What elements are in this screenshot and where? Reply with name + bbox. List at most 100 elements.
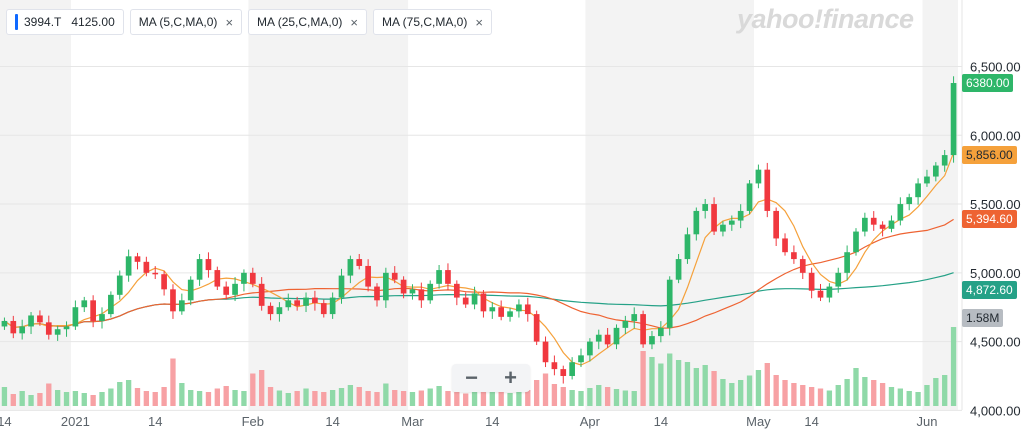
- date-tick-label: 14: [654, 414, 668, 429]
- volume-bar: [161, 387, 167, 406]
- volume-bar: [950, 327, 957, 406]
- volume-bar: [143, 391, 150, 406]
- volume-bar: [773, 375, 779, 406]
- price-tick-label: 6,500.00: [970, 60, 1021, 75]
- candle-body: [888, 220, 895, 229]
- volume-bar: [542, 373, 549, 406]
- volume-bar: [711, 371, 717, 406]
- zoom-in-button[interactable]: +: [504, 365, 517, 390]
- volume-bar: [1, 387, 8, 406]
- volume-bar: [374, 392, 380, 406]
- candle-body: [285, 300, 292, 308]
- volume-bar: [764, 363, 770, 406]
- volume-bar: [915, 392, 921, 406]
- candle-body: [711, 204, 717, 232]
- date-tick-label: May: [746, 414, 771, 429]
- volume-bar: [81, 393, 87, 406]
- candle-body: [595, 334, 602, 342]
- volume-bar: [427, 388, 433, 406]
- volume-bar: [720, 379, 726, 406]
- volume-bar: [471, 388, 478, 406]
- volume-bar: [329, 390, 336, 406]
- date-tick-label: 2021: [61, 414, 90, 429]
- candle-body: [480, 293, 487, 312]
- volume-bar: [808, 387, 815, 406]
- date-tick-label: Apr: [580, 414, 601, 429]
- volume-bar: [729, 383, 735, 406]
- candle-body: [941, 155, 948, 166]
- date-tick-label: Jun: [916, 414, 937, 429]
- candle-body: [746, 183, 753, 211]
- candle-body: [569, 362, 575, 376]
- candle-body: [1, 320, 8, 327]
- candle-body: [81, 300, 88, 308]
- indicator-chip-ma75[interactable]: MA (75,C,MA,0) ×: [372, 9, 492, 35]
- volume-bar: [658, 363, 664, 406]
- volume-bar: [205, 392, 212, 406]
- candle-body: [409, 289, 416, 294]
- indicator-label-ma25: MA (25,C,MA,0): [257, 15, 343, 29]
- volume-bar: [409, 392, 416, 406]
- candle-body: [764, 169, 771, 211]
- indicator-label-ma5: MA (5,C,MA,0): [138, 15, 218, 29]
- close-icon[interactable]: ×: [475, 14, 483, 30]
- volume-bar: [214, 388, 220, 406]
- candle-body: [560, 369, 567, 376]
- candle-body: [427, 283, 434, 301]
- volume-bar: [693, 368, 699, 406]
- candle-body: [817, 290, 824, 298]
- candle-body: [924, 176, 930, 184]
- candle-body: [915, 183, 921, 198]
- volume-bar: [356, 387, 362, 406]
- volume-bar: [108, 388, 114, 406]
- volume-bar: [267, 387, 274, 406]
- candle-body: [161, 274, 167, 290]
- candle-body: [844, 252, 850, 273]
- volume-bar: [622, 390, 629, 406]
- volume-bar: [844, 379, 850, 406]
- volume-bar: [170, 358, 176, 406]
- candle-body: [702, 204, 709, 211]
- candle-body: [613, 327, 620, 345]
- volume-bar: [551, 384, 558, 406]
- volume-bar: [188, 390, 194, 406]
- volume-bar: [604, 387, 611, 406]
- ticker-chip[interactable]: 3994.T 4125.00: [6, 9, 124, 35]
- ticker-color-marker: [15, 14, 18, 30]
- zoom-out-button[interactable]: −: [465, 365, 478, 390]
- volume-bar: [507, 393, 513, 406]
- volume-bar: [63, 392, 70, 406]
- volume-bar: [906, 391, 912, 406]
- candle-body: [125, 256, 132, 276]
- month-band: [0, 0, 71, 410]
- volume-bar: [853, 368, 859, 406]
- candle-body: [72, 307, 79, 327]
- candle-body: [205, 259, 212, 271]
- volume-bar: [560, 387, 566, 406]
- candle-body: [37, 315, 43, 323]
- candle-body: [737, 210, 744, 221]
- volume-bar: [338, 388, 345, 406]
- price-tick-label: 6,000.00: [970, 128, 1021, 143]
- volume-bar: [383, 383, 389, 406]
- candle-body: [853, 231, 859, 253]
- candle-body: [303, 297, 309, 306]
- close-icon[interactable]: ×: [225, 14, 234, 30]
- candle-body: [533, 314, 540, 342]
- candle-body: [453, 283, 460, 298]
- candle-body: [90, 300, 96, 321]
- close-icon[interactable]: ×: [350, 14, 358, 30]
- candle-body: [249, 272, 256, 284]
- candle-body: [524, 304, 531, 315]
- candle-body: [808, 272, 815, 291]
- volume-bar: [596, 385, 602, 406]
- month-band: [248, 0, 409, 410]
- indicator-chip-ma5[interactable]: MA (5,C,MA,0) ×: [129, 9, 243, 35]
- volume-bar: [897, 388, 904, 406]
- indicator-chip-ma25[interactable]: MA (25,C,MA,0) ×: [248, 9, 367, 35]
- volume-bar: [879, 383, 886, 406]
- candle-body: [604, 334, 611, 345]
- candle-body: [471, 293, 478, 305]
- volume-bar: [125, 380, 132, 406]
